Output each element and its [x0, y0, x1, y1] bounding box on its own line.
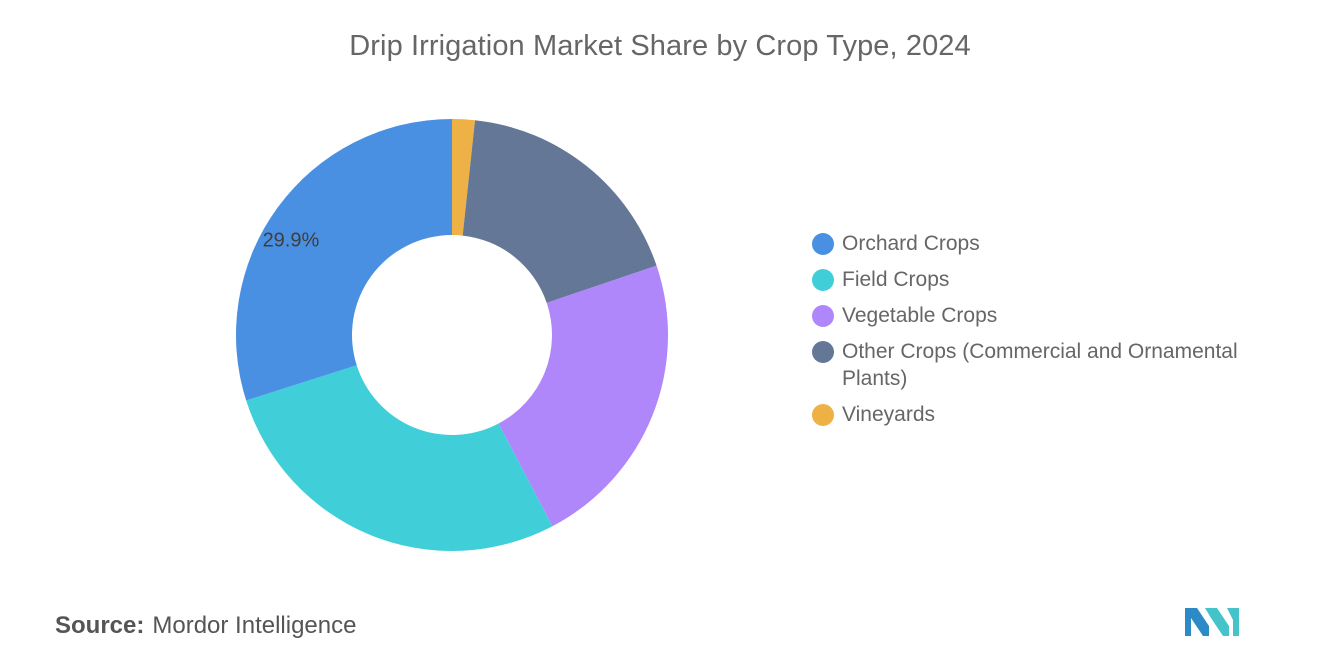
chart-legend: Orchard Crops Field Crops Vegetable Crops O… — [812, 230, 1292, 437]
data-label-orchard-crops: 29.9% — [263, 230, 320, 252]
legend-item-field-crops: Field Crops — [812, 266, 1292, 293]
legend-item-other-crops-commercial-and-ornamental-plants: Other Crops (Commercial and Ornamental P… — [812, 338, 1292, 392]
legend-marker — [812, 233, 834, 255]
slice-field-crops — [246, 365, 553, 551]
legend-marker — [812, 404, 834, 426]
legend-item-orchard-crops: Orchard Crops — [812, 230, 1292, 257]
legend-marker — [812, 341, 834, 363]
source-note: Source: Mordor Intelligence — [55, 612, 356, 640]
legend-item-vegetable-crops: Vegetable Crops — [812, 302, 1292, 329]
legend-item-vineyards: Vineyards — [812, 401, 1292, 428]
mordor-intelligence-logo-icon — [1185, 608, 1239, 636]
legend-marker — [812, 305, 834, 327]
slice-vineyards — [452, 119, 476, 236]
legend-label: Orchard Crops — [842, 232, 980, 255]
source-label: Source: — [55, 612, 145, 639]
legend-label: Field Crops — [842, 268, 950, 291]
legend-label: Vegetable Crops — [842, 304, 998, 327]
source-value: Mordor Intelligence — [152, 612, 357, 639]
legend-label: Other Crops (Commercial and Ornamental P… — [842, 340, 1238, 390]
legend-marker — [812, 269, 834, 291]
slice-vegetable-crops — [498, 265, 668, 527]
slice-other-crops-commercial-and-ornamental-plants — [462, 120, 657, 303]
chart-title: Drip Irrigation Market Share by Crop Typ… — [349, 30, 971, 62]
legend-label: Vineyards — [842, 403, 936, 426]
slice-orchard-crops — [235, 119, 452, 401]
